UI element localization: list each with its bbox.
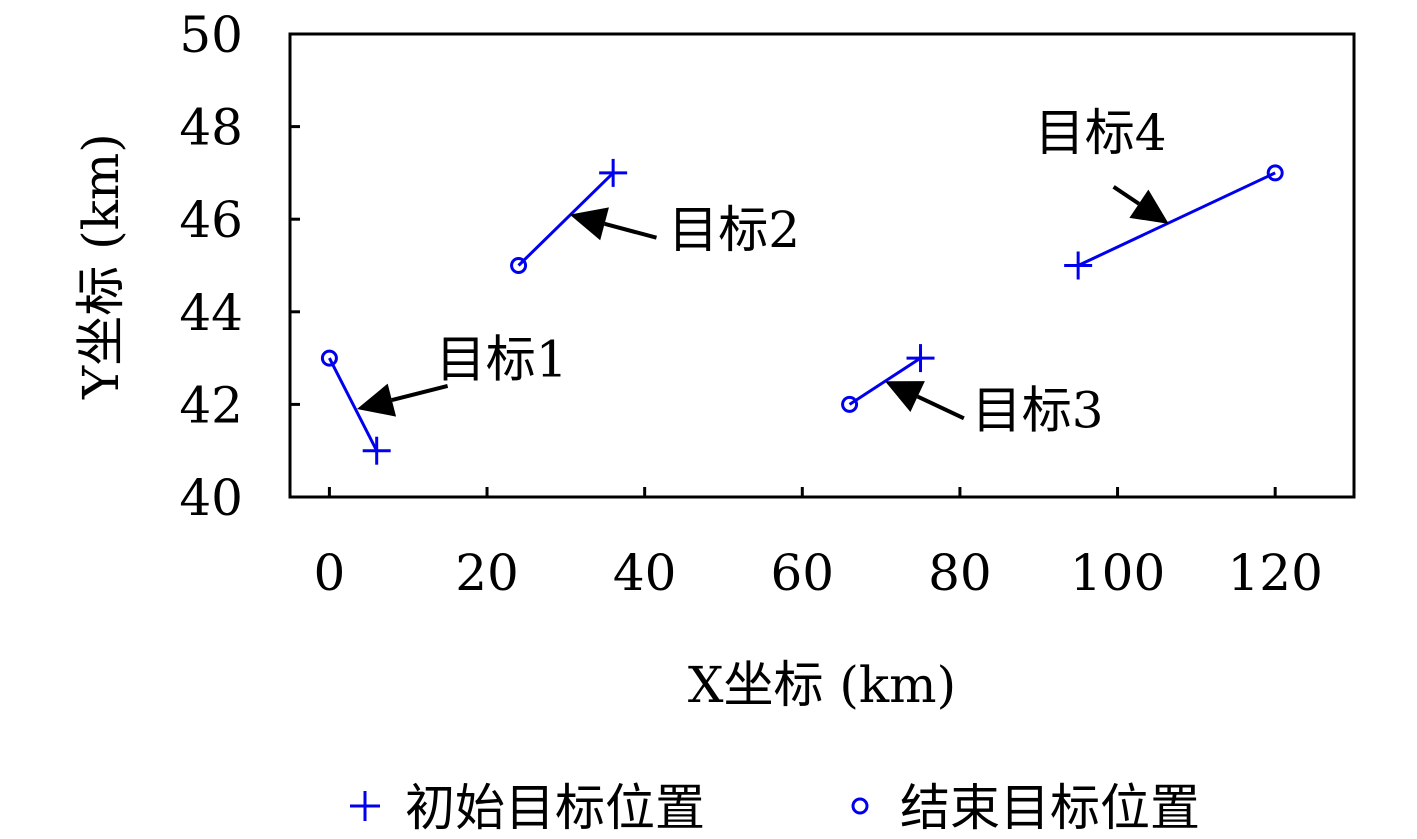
annotation-arrow-shaft — [1112, 185, 1141, 206]
plot-frame — [288, 32, 1356, 499]
x-axis-label: X坐标 (km) — [688, 656, 956, 714]
y-tick-label: 50 — [179, 6, 243, 64]
annotation-arrow-head — [885, 381, 925, 412]
annotation-label: 目标1 — [436, 331, 568, 389]
x-tick-label: 20 — [455, 544, 519, 602]
x-tick-label: 120 — [1227, 544, 1322, 602]
annotation-arrow-head — [1129, 189, 1169, 224]
annotation-label: 目标4 — [1035, 104, 1167, 162]
start-marker-plus — [906, 344, 935, 373]
start-marker-plus — [362, 436, 391, 465]
x-tick-label: 40 — [613, 544, 677, 602]
y-tick-label: 42 — [179, 376, 243, 434]
annotation-arrow-head — [356, 383, 397, 417]
annotations: 目标1 目标2 目标3 目标4 — [356, 104, 1169, 440]
track-line — [1077, 171, 1276, 267]
y-axis-label: Y坐标 (km) — [72, 133, 130, 400]
annotation-label: 目标3 — [972, 382, 1104, 440]
y-tick-label: 48 — [179, 99, 243, 157]
start-marker-plus — [1064, 251, 1093, 280]
legend-circle-marker — [851, 797, 869, 815]
track-line — [328, 357, 379, 452]
y-tick-label: 40 — [179, 469, 243, 527]
annotation-arrow-shaft — [391, 383, 449, 403]
end-marker-circle — [841, 395, 859, 413]
x-tick-label: 60 — [770, 544, 834, 602]
x-tick-label: 0 — [314, 544, 346, 602]
legend: 初始目标位置 结束目标位置 — [350, 779, 1200, 837]
annotation-arrow-shaft — [604, 221, 658, 240]
annotation-label: 目标2 — [668, 201, 800, 259]
legend-label-start: 初始目标位置 — [405, 779, 705, 837]
end-marker-circle — [320, 349, 338, 367]
annotation-arrow-shaft — [916, 394, 965, 421]
y-tick-label: 46 — [179, 191, 243, 249]
annotation-arrow-head — [569, 207, 609, 241]
x-tick-label: 100 — [1070, 544, 1165, 602]
markers — [320, 158, 1284, 465]
track-line — [517, 171, 615, 267]
start-marker-plus — [599, 158, 628, 187]
ticks: 0 20 40 60 80 100 120 40 42 44 46 48 50 — [179, 6, 1323, 602]
end-marker-circle — [1266, 164, 1284, 182]
x-tick-label: 80 — [928, 544, 992, 602]
y-tick-label: 44 — [179, 284, 243, 342]
end-marker-circle — [510, 257, 528, 274]
legend-label-end: 结束目标位置 — [900, 779, 1200, 837]
